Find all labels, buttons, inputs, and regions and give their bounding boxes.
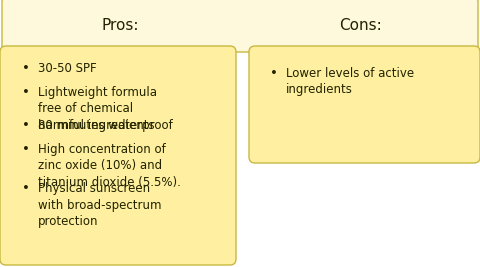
Text: Physical sunscreen
with broad-spectrum
protection: Physical sunscreen with broad-spectrum p… [38,182,161,228]
FancyBboxPatch shape [249,46,480,163]
Text: Cons:: Cons: [338,18,382,33]
Text: •: • [22,62,30,75]
Text: Pros:: Pros: [101,18,139,33]
Text: •: • [22,86,30,99]
FancyBboxPatch shape [0,46,236,265]
Text: Lightweight formula
free of chemical
harmful ingredients: Lightweight formula free of chemical har… [38,86,157,132]
Text: 30-50 SPF: 30-50 SPF [38,62,96,75]
Text: •: • [270,67,278,80]
Text: •: • [22,182,30,195]
Text: 80 minutes waterproof: 80 minutes waterproof [38,119,173,132]
Text: High concentration of
zinc oxide (10%) and
titanium dioxide (5.5%).: High concentration of zinc oxide (10%) a… [38,143,181,189]
FancyBboxPatch shape [2,0,478,52]
Text: •: • [22,143,30,156]
Text: •: • [22,119,30,132]
Text: Lower levels of active
ingredients: Lower levels of active ingredients [286,67,414,96]
